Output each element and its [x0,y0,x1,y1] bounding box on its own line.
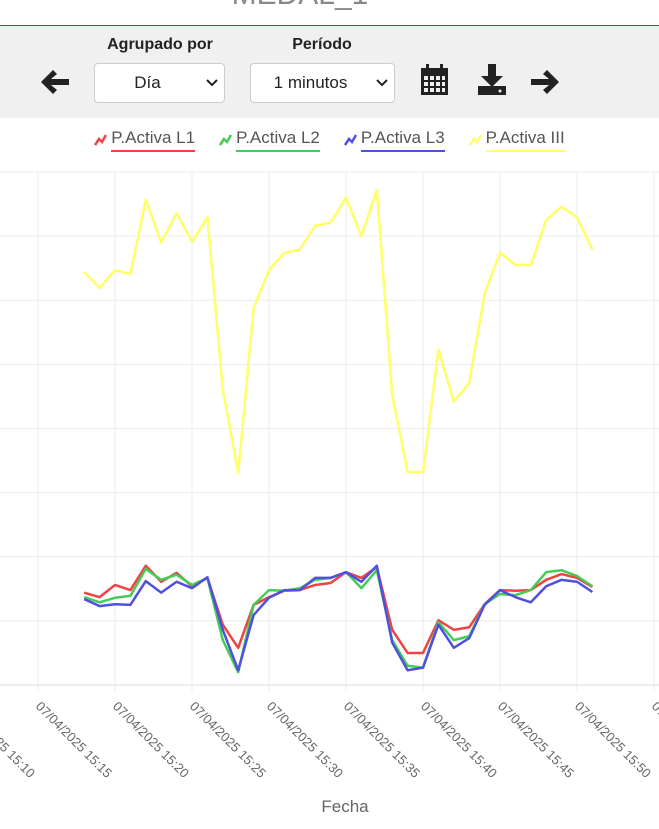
group-value: Día [134,73,161,92]
group-select[interactable]: Día [94,63,225,103]
x-tick-label: 07/04/2025 15:50 [572,699,654,781]
series-line [83,564,594,672]
x-tick-label: 07/04/2025 15:10 [0,699,38,781]
period-select[interactable]: 1 minutos [250,63,395,103]
x-tick-label: 07/04/2025 15:35 [341,699,423,781]
period-value: 1 minutos [273,73,348,92]
x-tick-label: 07/04/2025 15:25 [187,699,269,781]
x-tick-label: 07/04/2025 15:15 [33,699,115,781]
toolbar: Agrupado por Día Período 1 minutos [0,26,659,118]
period-label: Período [292,36,352,53]
group-label: Agrupado por [107,36,213,53]
x-tick-label: 07/04/2025 15:40 [418,699,500,781]
legend-label: P.Activa L1 [111,128,196,152]
legend-label: P.Activa L3 [360,128,445,152]
legend-label: P.Activa III [485,128,565,152]
next-button[interactable] [529,68,561,96]
download-button[interactable] [477,64,507,96]
legend-item[interactable]: P.Activa L3 [343,128,445,152]
legend-icon [468,134,482,146]
calendar-button[interactable] [420,64,449,96]
legend-item[interactable]: P.Activa L2 [219,128,320,152]
legend-icon [94,134,108,146]
legend-label: P.Activa L2 [236,128,320,152]
legend-item[interactable]: P.Activa L1 [94,128,196,152]
legend: P.Activa L1 P.Activa L2 P.Activa L3 P.Activ… [0,128,659,152]
x-axis-label: Fecha [321,797,369,816]
legend-item[interactable]: P.Activa III [468,128,565,152]
prev-button[interactable] [39,68,71,96]
x-tick-label: 07/04/2025 15:30 [264,699,346,781]
x-tick-label: 07/04/2025 15:45 [495,699,577,781]
divider [0,25,659,26]
legend-icon [343,134,357,146]
page-title: MEDAL_1 [0,0,600,12]
series-line [83,188,594,474]
legend-icon [219,134,233,146]
x-tick-label: 07/04/2025 15:20 [110,699,192,781]
